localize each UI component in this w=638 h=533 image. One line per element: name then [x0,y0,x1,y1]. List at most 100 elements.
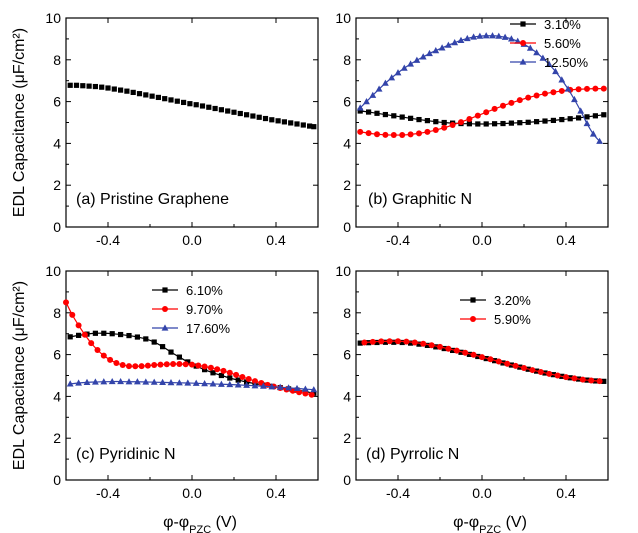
data-point [302,390,309,397]
data-point [260,382,267,389]
data-point [125,378,133,385]
data-point [577,107,585,114]
series-line [360,88,604,136]
data-point [209,380,217,387]
data-point [441,119,447,126]
data-point [391,113,397,119]
data-point [118,87,124,93]
data-point [109,331,115,337]
data-point [231,109,237,115]
data-point [192,379,200,386]
panel-a: 0 2 4 6 8 10 -0.4 0.0 0.4 (a) Pristine Graphene ED… [11,10,319,248]
data-point [168,349,174,355]
data-point [571,95,578,103]
data-point [546,370,553,377]
data-point [495,358,502,365]
data-point [441,124,448,131]
data-point [432,127,439,134]
legend-label: 3.10% [544,17,581,32]
data-point [300,122,306,128]
data-point [357,108,363,114]
data-point [288,120,294,126]
data-point [592,113,598,119]
y-tick-label: 4 [343,388,351,404]
data-point [80,83,86,89]
data-point [117,377,124,385]
data-point [382,339,388,345]
data-point [458,119,464,126]
data-point [100,378,108,385]
data-point [416,341,422,347]
data-point [150,378,158,385]
data-point [195,362,202,369]
data-point [584,85,590,92]
panel-b: 0 2 4 6 8 10 -0.4 0.0 0.4 3.10% 5.60% 12.50% (b) Gra… [335,10,609,248]
data-point [476,32,484,39]
data-point [83,378,91,385]
data-point [202,367,208,373]
data-point [583,119,591,127]
data-point [162,96,168,102]
data-point [601,112,607,118]
data-point [185,359,191,365]
data-point [365,130,372,137]
data-point [500,102,506,109]
data-point [554,372,561,379]
y-tick-label: 10 [45,263,61,279]
data-point [201,363,208,370]
data-point [184,379,192,386]
data-point [588,377,595,384]
y-axis-label: EDL Capacitance (μF/cm²) [11,281,28,470]
data-point [136,91,143,97]
data-point [168,97,174,103]
y-tick-label: 0 [343,472,351,488]
x-tick-label: 0.0 [182,485,202,501]
data-point [466,121,472,127]
data-point [550,117,556,124]
data-point [449,122,456,129]
data-point [151,339,157,345]
x-tick-label: -0.4 [96,232,120,248]
data-point [220,367,227,374]
data-point [400,64,408,71]
x-axis-label: φ-φPZC (V) [453,514,527,533]
data-point [157,361,164,368]
data-point [251,382,259,389]
data-point [378,338,385,345]
data-point [86,83,92,89]
data-point [399,132,406,139]
data-point [399,339,405,346]
data-point [374,110,380,116]
data-point [88,340,95,347]
data-point [475,121,481,127]
x-tick-label: 0.4 [266,485,286,501]
x-tick-label: 0.4 [556,232,576,248]
data-point [189,361,195,368]
data-point [426,49,433,57]
data-point [451,39,459,46]
data-point [413,56,421,63]
data-point [500,120,506,127]
legend-marker [470,297,476,303]
data-point [130,89,136,96]
data-point [491,105,498,112]
data-point [504,360,511,367]
data-point [445,41,452,48]
data-point [521,364,527,371]
data-point [479,354,485,361]
data-point [245,376,252,383]
data-point [363,98,370,105]
data-point [126,363,132,370]
series-5.90% [361,338,603,385]
data-point [438,44,446,51]
data-point [463,34,471,42]
data-point [307,123,313,129]
data-point [311,124,317,130]
data-point [403,338,410,345]
data-point [526,44,534,51]
data-point [94,347,101,354]
legend-marker [519,58,527,65]
data-point [234,381,242,388]
data-point [170,361,177,368]
panel-annotation: (b) Graphitic N [368,191,472,208]
